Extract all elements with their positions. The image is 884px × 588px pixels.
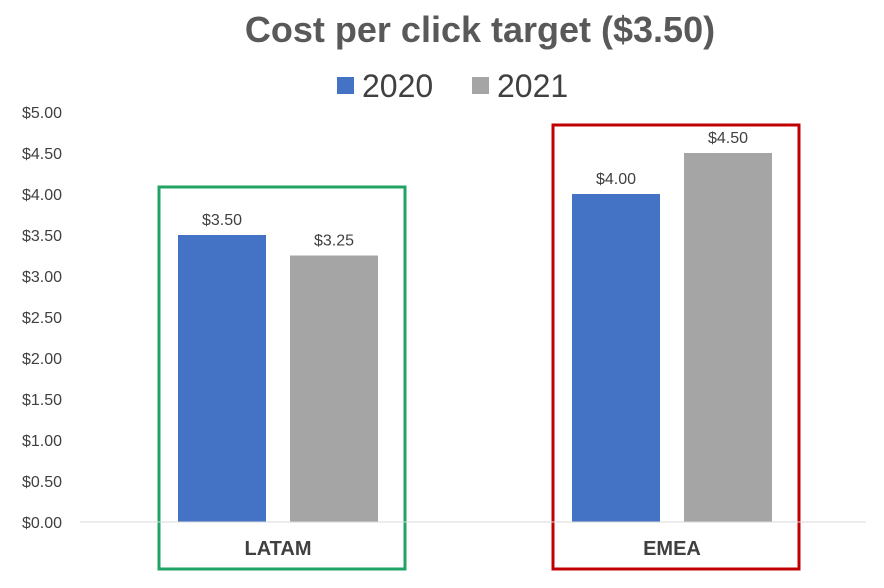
legend-label-2021: 2021: [497, 68, 568, 104]
data-label-emea-2020: $4.00: [596, 171, 636, 188]
bar-emea-2020: [572, 194, 660, 522]
y-tick-label: $0.50: [22, 474, 62, 491]
chart-title: Cost per click target ($3.50): [245, 9, 715, 50]
y-tick-label: $1.00: [22, 433, 62, 450]
y-tick-label: $4.50: [22, 146, 62, 163]
y-tick-label: $5.00: [22, 105, 62, 122]
y-tick-label: $3.50: [22, 228, 62, 245]
chart-legend: 2020 2021: [337, 68, 568, 104]
bar-latam-2021: [290, 255, 378, 522]
bar-emea-2021: [684, 153, 772, 522]
y-tick-label: $3.00: [22, 269, 62, 286]
y-tick-label: $1.50: [22, 392, 62, 409]
y-tick-label: $0.00: [22, 515, 62, 532]
y-axis: $0.00 $0.50 $1.00 $1.50 $2.00 $2.50 $3.00 $3.50…: [22, 105, 62, 532]
legend-label-2020: 2020: [362, 68, 433, 104]
legend-swatch-2021: [472, 77, 489, 94]
data-labels: $3.50 $3.25 $4.00 $4.50: [202, 130, 748, 250]
data-label-emea-2021: $4.50: [708, 130, 748, 147]
bar-latam-2020: [178, 235, 266, 522]
x-category-label-latam: LATAM: [244, 538, 311, 560]
data-label-latam-2021: $3.25: [314, 233, 354, 250]
data-label-latam-2020: $3.50: [202, 212, 242, 229]
bars: [178, 153, 772, 522]
highlight-box-emea: [551, 123, 801, 571]
highlight-boxes: [157, 123, 801, 571]
y-tick-label: $2.00: [22, 351, 62, 368]
x-axis: LATAM EMEA: [80, 521, 866, 560]
highlight-box-latam: [157, 185, 407, 571]
y-tick-label: $4.00: [22, 187, 62, 204]
x-category-label-emea: EMEA: [643, 538, 701, 560]
y-tick-label: $2.50: [22, 310, 62, 327]
legend-swatch-2020: [337, 77, 354, 94]
